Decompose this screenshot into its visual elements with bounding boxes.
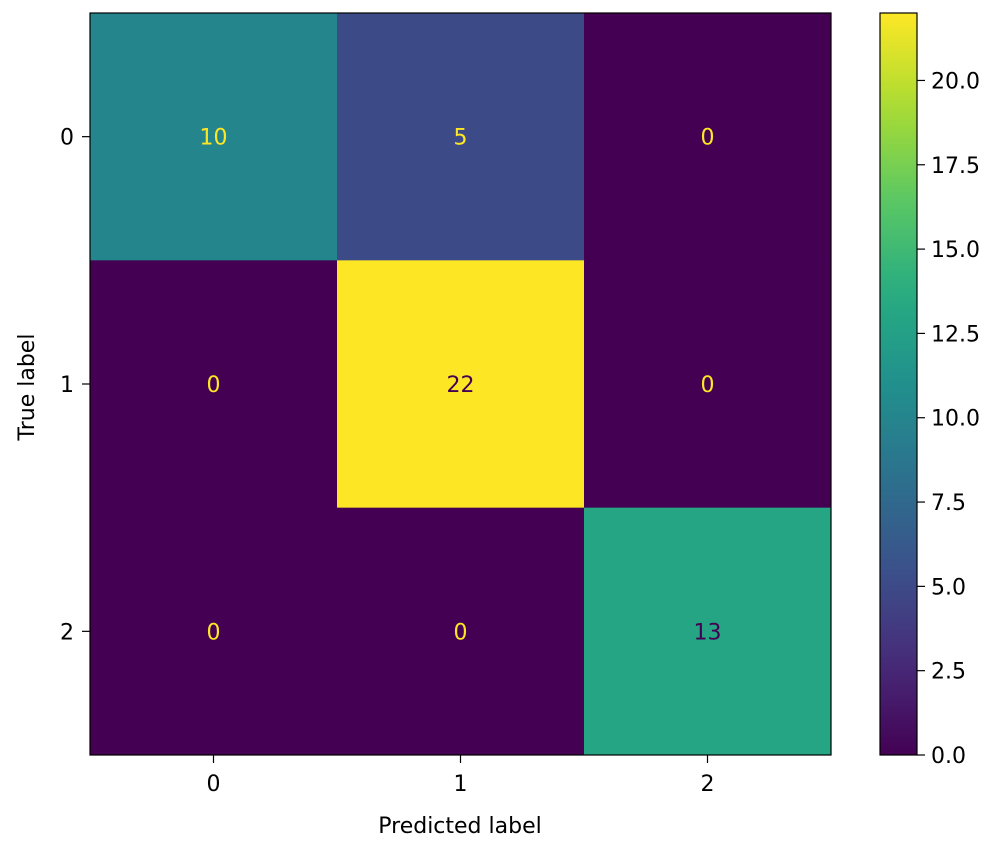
x-tick-label: 2: [701, 772, 715, 797]
y-axis-label: True label: [15, 334, 40, 442]
heatmap-cell: [337, 13, 585, 261]
heatmap-cell: [584, 507, 832, 756]
colorbar-tick-label: 17.5: [931, 154, 980, 179]
heatmap-cell: [337, 507, 585, 756]
colorbar-tick-label: 12.5: [931, 322, 980, 347]
cell-value-label: 0: [454, 620, 468, 645]
colorbar-tick-label: 5.0: [931, 575, 966, 600]
y-tick-label: 2: [60, 620, 74, 645]
colorbar-tick-label: 7.5: [931, 491, 966, 516]
colorbar-tick-label: 15.0: [931, 238, 980, 263]
cell-value-label: 0: [207, 373, 221, 398]
colorbar-ticks: 0.0 2.5 5.0 7.5 10.0 12.5 15.0 17.5 20.0: [917, 69, 980, 769]
cell-value-label: 13: [694, 620, 722, 645]
heatmap-cell: [584, 13, 832, 261]
colorbar-frame: [879, 12, 918, 756]
cell-value-label: 0: [701, 373, 715, 398]
cell-value-label: 0: [207, 620, 221, 645]
x-tick-label: 0: [207, 772, 221, 797]
cell-value-labels: 10 5 0 0 22 0 0 0 13: [200, 126, 722, 646]
colorbar-tick-label: 0.0: [931, 744, 966, 769]
colorbar-tick-label: 10.0: [931, 407, 980, 432]
cell-value-label: 0: [701, 126, 715, 151]
colorbar: [880, 13, 917, 755]
x-axis-label: Predicted label: [378, 814, 541, 839]
heatmap-cell: [337, 260, 585, 509]
colorbar-tick-label: 20.0: [931, 69, 980, 94]
x-tick-label: 1: [454, 772, 468, 797]
heatmap-cell: [90, 260, 338, 509]
y-tick-label: 1: [60, 373, 74, 398]
colorbar-tick-label: 2.5: [931, 660, 966, 685]
x-axis-ticks: 0 1 2: [207, 755, 715, 797]
heatmap-cells: [90, 13, 832, 756]
y-tick-label: 0: [60, 126, 74, 151]
cell-value-label: 10: [200, 126, 228, 151]
heatmap-cell: [90, 507, 338, 756]
cell-value-label: 22: [447, 373, 475, 398]
heatmap-cell: [584, 260, 832, 509]
heatmap-cell: [90, 13, 338, 261]
y-axis-ticks: 0 1 2: [60, 126, 90, 645]
cell-value-label: 5: [454, 126, 468, 151]
